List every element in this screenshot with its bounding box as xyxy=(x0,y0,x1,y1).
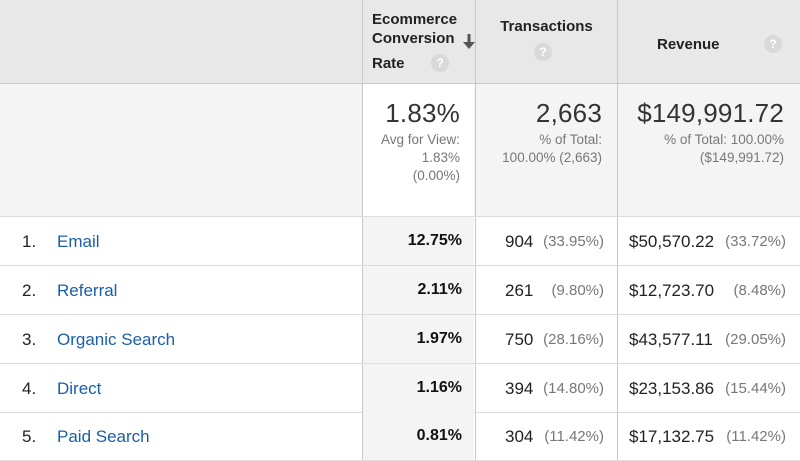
header-ecommerce-conversion-rate[interactable]: Ecommerce Conversion Rate ? xyxy=(362,0,475,83)
summary-rate-caption-line: (0.00%) xyxy=(412,168,460,183)
row-transactions-percent: (11.42%) xyxy=(544,428,604,445)
header-transactions[interactable]: Transactions ? xyxy=(475,0,616,83)
summary-revenue-value: $149,991.72 xyxy=(637,98,784,128)
row-index: 3. xyxy=(22,330,37,349)
table-row: 2. Referral 2.11% 261 (9.80%) $12,723.70… xyxy=(0,266,800,315)
row-revenue-cell: $43,577.11 (29.05%) xyxy=(617,315,800,363)
row-index: 4. xyxy=(22,379,37,398)
table-row: 3. Organic Search 1.97% 750 (28.16%) $43… xyxy=(0,315,800,364)
row-index: 2. xyxy=(22,281,37,300)
ecommerce-conversion-rate-heading[interactable]: Ecommerce Conversion Rate ? xyxy=(372,10,475,73)
row-dimension-cell: 2. Referral xyxy=(0,266,361,314)
table-row: 5. Paid Search 0.81% 304 (11.42%) $17,13… xyxy=(0,412,800,461)
row-revenue-cell: $50,570.22 (33.72%) xyxy=(617,217,800,265)
summary-transactions-cell: 2,663 % of Total: 100.00% (2,663) xyxy=(475,84,616,216)
summary-revenue-caption-line: ($149,991.72) xyxy=(699,150,784,165)
row-rate-cell: 12.75% xyxy=(362,217,474,265)
summary-transactions-caption-line: % of Total: xyxy=(539,132,602,147)
row-revenue-value: $50,570.22 xyxy=(629,232,715,251)
row-rate-value: 2.11% xyxy=(417,281,462,298)
summary-dimension-cell xyxy=(0,84,361,216)
row-transactions-percent: (28.16%) xyxy=(543,331,604,348)
row-rate-value: 0.81% xyxy=(416,427,462,444)
summary-rate-cell: 1.83% Avg for View: 1.83% (0.00%) xyxy=(362,84,474,216)
summary-transactions-caption: % of Total: 100.00% (2,663) xyxy=(502,131,602,167)
row-transactions-value: 261 xyxy=(505,281,534,300)
question-icon[interactable]: ? xyxy=(431,54,449,72)
question-icon[interactable]: ? xyxy=(764,35,782,53)
summary-rate-caption: Avg for View: 1.83% (0.00%) xyxy=(381,131,460,185)
summary-revenue-caption: % of Total: 100.00% ($149,991.72) xyxy=(637,131,784,167)
heading-line: Conversion xyxy=(372,30,455,47)
row-transactions-percent: (33.95%) xyxy=(543,233,604,250)
row-rate-value: 12.75% xyxy=(407,232,462,249)
heading-line: Rate xyxy=(372,55,405,72)
row-revenue-value: $43,577.11 xyxy=(629,330,713,349)
row-transactions-cell: 750 (28.16%) xyxy=(475,315,616,363)
arrow-down-icon[interactable] xyxy=(462,33,476,51)
summary-transactions-caption-line: 100.00% (2,663) xyxy=(502,150,602,165)
row-transactions-cell: 904 (33.95%) xyxy=(475,217,616,265)
row-rate-cell: 0.81% xyxy=(362,412,474,460)
row-revenue-cell: $23,153.86 (15.44%) xyxy=(617,364,800,412)
row-dimension-cell: 1. Email xyxy=(0,217,361,265)
row-rate-cell: 2.11% xyxy=(362,266,474,314)
summary-revenue-caption-line: % of Total: 100.00% xyxy=(664,132,784,147)
summary-transactions-value: 2,663 xyxy=(535,98,602,128)
summary-rate-value: 1.83% xyxy=(385,98,460,128)
row-transactions-value: 750 xyxy=(505,330,534,349)
summary-rate-caption-line: Avg for View: xyxy=(380,132,460,147)
channel-link[interactable]: Organic Search xyxy=(57,330,176,349)
row-revenue-value: $23,153.86 xyxy=(629,379,715,398)
row-revenue-value: $17,132.75 xyxy=(629,427,715,446)
channel-link[interactable]: Referral xyxy=(57,281,118,300)
summary-rate-caption-line: 1.83% xyxy=(421,150,460,165)
question-icon[interactable]: ? xyxy=(534,43,552,61)
row-transactions-cell: 261 (9.80%) xyxy=(475,266,616,314)
channel-link[interactable]: Paid Search xyxy=(57,427,150,446)
row-revenue-percent: (11.42%) xyxy=(726,428,786,445)
row-transactions-cell: 304 (11.42%) xyxy=(475,412,616,460)
heading-line: Ecommerce xyxy=(372,11,458,28)
row-dimension-cell: 3. Organic Search xyxy=(0,315,361,363)
summary-row: 1.83% Avg for View: 1.83% (0.00%) 2,663 … xyxy=(0,84,800,217)
row-revenue-percent: (15.44%) xyxy=(725,380,786,397)
row-revenue-cell: $17,132.75 (11.42%) xyxy=(617,412,800,460)
row-transactions-percent: (9.80%) xyxy=(551,282,604,299)
row-dimension-cell: 4. Direct xyxy=(0,364,361,412)
row-revenue-percent: (33.72%) xyxy=(725,233,786,250)
row-index: 1. xyxy=(22,232,37,251)
channel-link[interactable]: Direct xyxy=(57,379,102,398)
table-row: 1. Email 12.75% 904 (33.95%) $50,570.22 … xyxy=(0,217,800,266)
table-row: 4. Direct 1.16% 394 (14.80%) $23,153.86 … xyxy=(0,364,800,413)
row-revenue-value: $12,723.70 xyxy=(629,281,715,300)
table-header: Ecommerce Conversion Rate ? Transactions… xyxy=(0,0,800,84)
row-rate-cell: 1.97% xyxy=(362,315,474,363)
channel-link[interactable]: Email xyxy=(57,232,100,251)
revenue-heading[interactable]: Revenue ? xyxy=(657,35,782,53)
row-transactions-value: 904 xyxy=(505,232,534,251)
summary-revenue-cell: $149,991.72 % of Total: 100.00% ($149,99… xyxy=(617,84,800,216)
row-transactions-cell: 394 (14.80%) xyxy=(475,364,616,412)
header-dimension-cell xyxy=(0,0,361,83)
transactions-heading-label: Transactions xyxy=(500,18,593,35)
row-transactions-value: 304 xyxy=(505,427,534,446)
row-rate-value: 1.16% xyxy=(416,379,462,396)
header-revenue[interactable]: Revenue ? xyxy=(617,0,800,83)
row-revenue-percent: (29.05%) xyxy=(725,331,786,348)
row-transactions-value: 394 xyxy=(505,379,534,398)
revenue-heading-label: Revenue xyxy=(657,36,720,53)
row-index: 5. xyxy=(22,427,37,446)
row-rate-value: 1.97% xyxy=(416,330,462,347)
row-rate-cell: 1.16% xyxy=(362,364,474,412)
row-revenue-cell: $12,723.70 (8.48%) xyxy=(617,266,800,314)
row-transactions-percent: (14.80%) xyxy=(543,380,604,397)
transactions-heading[interactable]: Transactions ? xyxy=(476,18,617,61)
row-revenue-percent: (8.48%) xyxy=(733,282,786,299)
row-dimension-cell: 5. Paid Search xyxy=(0,412,361,460)
